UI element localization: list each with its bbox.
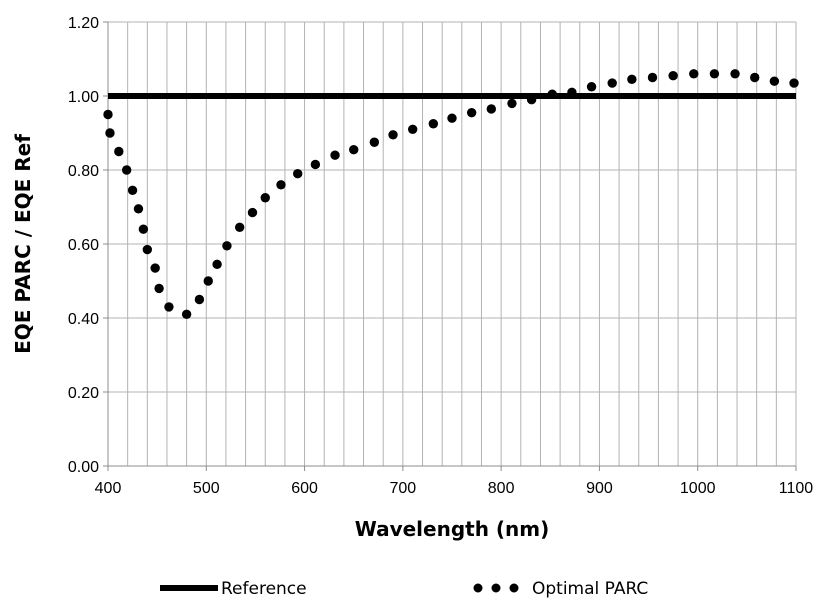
optimal-parc-point [105, 128, 115, 138]
optimal-parc-point [586, 82, 597, 92]
optimal-parc-point [769, 76, 780, 86]
optimal-parc-point [507, 98, 517, 109]
optimal-parc-point [709, 69, 720, 79]
y-tick-label: 0.20 [68, 385, 99, 402]
optimal-parc-point [627, 74, 637, 85]
optimal-parc-point [428, 119, 439, 129]
optimal-parc-point [203, 276, 213, 286]
legend-parc-dot [509, 583, 519, 593]
optimal-parc-point [668, 70, 678, 81]
optimal-parc-point [730, 69, 740, 79]
x-tick-label: 1100 [779, 480, 814, 497]
optimal-parc-point [526, 95, 537, 105]
optimal-parc-point [154, 283, 164, 294]
optimal-parc-point [121, 165, 132, 175]
optimal-parc-point [235, 222, 245, 233]
y-tick-label: 0.80 [68, 163, 99, 180]
optimal-parc-point [447, 113, 457, 123]
optimal-parc-point [114, 146, 124, 157]
optimal-parc-point [150, 263, 160, 273]
x-tick-labels: 400 500 600 700 800 900 1000 1100 [95, 466, 814, 497]
x-axis-title: Wavelength (nm) [355, 517, 550, 541]
optimal-parc-point [330, 150, 340, 160]
y-tick-label: 0.00 [68, 459, 99, 476]
y-tick-label: 0.40 [68, 311, 99, 328]
optimal-parc-point [181, 309, 192, 319]
optimal-parc-point [466, 107, 477, 118]
optimal-parc-point [222, 241, 232, 251]
optimal-parc-point [547, 89, 557, 99]
legend-parc-dot [473, 583, 483, 593]
optimal-parc-point [349, 144, 359, 155]
optimal-parc-point [103, 109, 113, 120]
optimal-parc-point [260, 193, 270, 203]
x-tick-label: 400 [95, 480, 122, 497]
x-tick-label: 1000 [680, 480, 716, 497]
optimal-parc-point [607, 78, 617, 88]
x-tick-label: 900 [586, 480, 613, 497]
legend-reference-label: Reference [221, 579, 307, 599]
y-tick-label: 1.20 [68, 15, 99, 32]
legend-parc-label: Optimal PARC [532, 579, 648, 599]
x-tick-label: 800 [488, 480, 515, 497]
optimal-parc-point [142, 244, 153, 255]
optimal-parc-point [164, 302, 174, 312]
optimal-parc-point [212, 259, 222, 270]
optimal-parc-point [276, 180, 286, 190]
optimal-parc-point [407, 124, 418, 134]
legend: Reference Optimal PARC [160, 579, 648, 599]
optimal-parc-point [750, 72, 760, 83]
optimal-parc-point [789, 78, 799, 88]
optimal-parc-point [486, 104, 497, 114]
optimal-parc-point [133, 204, 144, 214]
optimal-parc-point [689, 69, 699, 79]
x-tick-label: 500 [193, 480, 220, 497]
optimal-parc-point [127, 185, 138, 196]
y-tick-label: 0.60 [68, 237, 99, 254]
optimal-parc-point [292, 169, 303, 179]
y-tick-labels: 0.00 0.20 0.40 0.60 0.80 1.00 1.20 [68, 15, 108, 476]
y-tick-label: 1.00 [68, 89, 99, 106]
optimal-parc-point [194, 294, 205, 305]
y-axis-title: EQE PARC / EQE Ref [11, 134, 35, 354]
optimal-parc-point [138, 224, 149, 234]
x-tick-label: 700 [390, 480, 417, 497]
optimal-parc-point [247, 207, 258, 218]
optimal-parc-point [567, 87, 577, 98]
legend-parc-dot [491, 583, 501, 593]
optimal-parc-point [369, 137, 380, 147]
optimal-parc-point [647, 72, 658, 83]
optimal-parc-point [388, 130, 398, 140]
x-tick-label: 600 [291, 480, 318, 497]
optimal-parc-point [310, 159, 321, 170]
series-layer [103, 69, 799, 319]
